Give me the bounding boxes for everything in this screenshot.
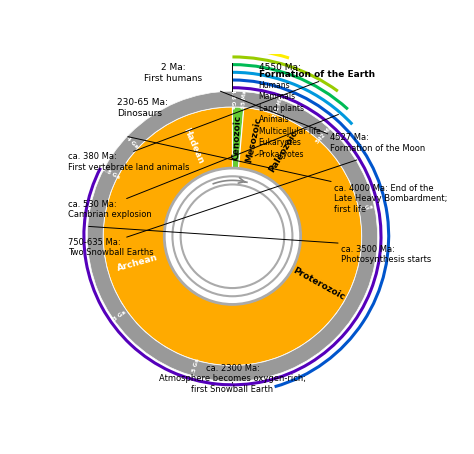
Text: 4.6 Ga: 4.6 Ga (230, 89, 235, 109)
Text: Hadean: Hadean (181, 126, 205, 165)
Text: 2 Ma:
First humans: 2 Ma: First humans (144, 63, 202, 83)
Wedge shape (103, 107, 362, 365)
Text: 2.5 Ga: 2.5 Ga (191, 358, 201, 379)
Text: Formation of the Earth: Formation of the Earth (259, 70, 375, 79)
Text: Humans: Humans (259, 81, 290, 90)
Circle shape (164, 168, 301, 305)
Text: 230-65 Ma:
Dinosaurs: 230-65 Ma: Dinosaurs (117, 98, 168, 118)
Text: 542 Ma: 542 Ma (316, 125, 335, 145)
Text: Cenozoic: Cenozoic (231, 115, 242, 160)
Text: Land plants: Land plants (259, 104, 304, 113)
Text: 1 Ga: 1 Ga (359, 204, 374, 212)
Text: 3.8 Ga: 3.8 Ga (100, 166, 121, 180)
Text: Mesozoic: Mesozoic (244, 116, 263, 163)
Wedge shape (87, 91, 377, 381)
Wedge shape (103, 107, 362, 365)
Wedge shape (138, 107, 362, 365)
Text: ca. 3500 Ma:
Photosynthesis starts: ca. 3500 Ma: Photosynthesis starts (341, 245, 431, 264)
Text: Animals: Animals (259, 115, 290, 124)
Text: 65 Ma: 65 Ma (241, 90, 248, 109)
Wedge shape (103, 107, 319, 361)
Text: 251 Ma: 251 Ma (273, 96, 285, 118)
Wedge shape (103, 107, 362, 365)
Text: Paleozoic: Paleozoic (267, 129, 300, 174)
Text: 4550 Ma:: 4550 Ma: (259, 63, 301, 72)
Text: 4527 Ma:
Formation of the Moon: 4527 Ma: Formation of the Moon (330, 133, 426, 153)
Text: 3 Ga: 3 Ga (113, 309, 128, 321)
Text: Archean: Archean (116, 253, 159, 273)
Wedge shape (87, 91, 377, 381)
Text: 750-635 Ma:
Two Snowball Earths: 750-635 Ma: Two Snowball Earths (68, 238, 154, 257)
Text: Proterozoic: Proterozoic (291, 266, 346, 302)
Text: 4 Ga: 4 Ga (125, 136, 139, 149)
Text: ca. 530 Ma:
Cambrian explosion: ca. 530 Ma: Cambrian explosion (68, 200, 152, 219)
Text: Mammals: Mammals (259, 92, 296, 101)
Wedge shape (103, 107, 362, 365)
Text: Eukaryotes: Eukaryotes (259, 138, 301, 148)
Text: Prokaryotes: Prokaryotes (259, 150, 304, 159)
Text: ca. 380 Ma:
First vertebrate land animals: ca. 380 Ma: First vertebrate land animal… (68, 153, 190, 172)
Text: Multicellular life: Multicellular life (259, 127, 320, 136)
Text: ca. 2300 Ma:
Atmosphere becomes oxygen-rich;
first Snowball Earth: ca. 2300 Ma: Atmosphere becomes oxygen-r… (159, 364, 306, 394)
Text: ca. 4000 Ma: End of the
Late Heavy Bombardment;
first life: ca. 4000 Ma: End of the Late Heavy Bomba… (334, 184, 447, 214)
